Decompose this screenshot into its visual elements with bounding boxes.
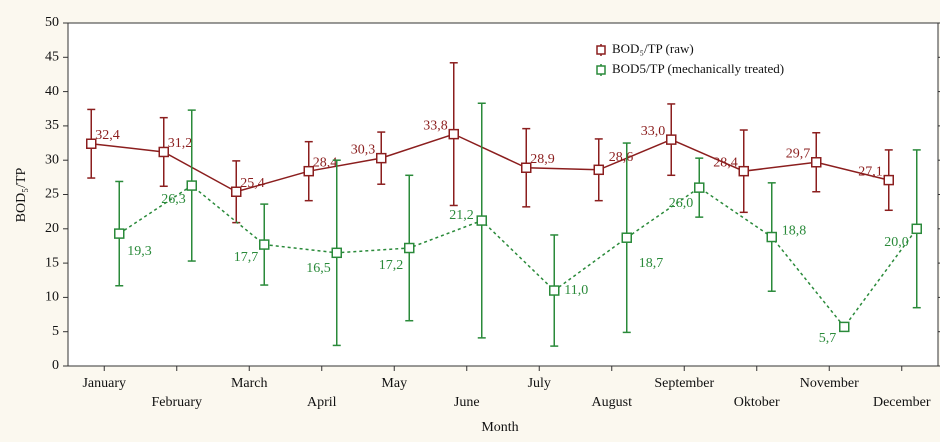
value-label: 20,0 <box>884 235 909 250</box>
marker <box>331 247 342 259</box>
value-label: 26,3 <box>161 192 186 207</box>
value-label: 33,8 <box>423 118 448 133</box>
marker <box>593 164 604 176</box>
marker <box>259 239 270 250</box>
y-tick-label: 20 <box>45 221 59 236</box>
value-label: 17,7 <box>234 250 259 265</box>
marker <box>883 174 894 186</box>
x-tick-label: May <box>381 376 407 391</box>
value-label: 28,9 <box>530 152 555 167</box>
marker <box>521 162 532 173</box>
plot-area <box>67 22 939 367</box>
y-tick-label: 25 <box>45 187 59 202</box>
value-label: 21,2 <box>449 208 474 223</box>
series-line <box>118 184 918 329</box>
marker <box>476 215 487 226</box>
y-tick-label: 45 <box>45 50 59 65</box>
x-tick-label: January <box>82 376 126 391</box>
marker <box>448 128 459 140</box>
marker <box>666 134 677 145</box>
marker <box>694 182 705 193</box>
value-label: 5,7 <box>819 331 837 346</box>
marker <box>621 232 632 243</box>
value-label: 25,4 <box>240 176 265 191</box>
value-label: 19,3 <box>127 244 152 259</box>
x-tick-label: February <box>151 395 202 410</box>
marker <box>114 228 125 239</box>
legend-label: BOD₅/TP (raw) <box>612 41 694 56</box>
marker <box>738 165 749 177</box>
x-tick-label: March <box>231 376 268 391</box>
y-tick-label: 50 <box>45 15 59 30</box>
marker <box>549 285 560 296</box>
y-tick-label: 15 <box>45 255 59 270</box>
value-label: 31,2 <box>168 136 193 151</box>
x-tick-label: July <box>528 376 551 391</box>
legend-marker <box>596 45 606 55</box>
marker <box>186 180 197 191</box>
value-label: 17,2 <box>379 258 404 273</box>
x-tick-label: December <box>873 395 931 410</box>
marker <box>86 138 97 149</box>
x-tick-label: September <box>654 376 714 391</box>
value-label: 28,4 <box>313 155 338 170</box>
marker <box>839 321 850 333</box>
legend-marker <box>596 65 606 75</box>
y-tick-label: 30 <box>45 152 59 167</box>
x-tick-label: June <box>454 395 480 410</box>
series-line <box>91 133 889 193</box>
value-label: 30,3 <box>351 142 376 157</box>
x-tick-label: April <box>307 395 337 410</box>
marker <box>911 223 922 235</box>
x-tick-label: November <box>800 376 859 391</box>
value-label: 11,0 <box>564 283 588 298</box>
y-tick-label: 10 <box>45 290 59 305</box>
marker <box>231 186 242 198</box>
marker <box>376 152 387 164</box>
value-label: 18,8 <box>782 223 807 238</box>
y-tick-label: 0 <box>52 358 59 373</box>
value-label: 28,4 <box>713 155 738 170</box>
value-label: 26,0 <box>669 196 694 211</box>
marker <box>811 157 822 168</box>
marker <box>158 146 169 158</box>
value-label: 16,5 <box>306 261 331 276</box>
y-axis-label: BOD₅/TP <box>14 167 29 222</box>
marker <box>766 231 777 243</box>
value-label: 32,4 <box>95 128 120 143</box>
value-label: 27,1 <box>858 164 883 179</box>
y-tick-label: 35 <box>45 118 59 133</box>
value-label: 28,6 <box>609 150 634 165</box>
marker <box>404 242 415 254</box>
legend-label: BOD5/TP (mechanically treated) <box>612 61 784 76</box>
marker <box>303 165 314 177</box>
y-tick-label: 40 <box>45 84 59 99</box>
value-label: 33,0 <box>641 124 666 139</box>
value-label: 29,7 <box>786 146 811 161</box>
x-tick-label: Oktober <box>734 395 780 410</box>
value-label: 18,7 <box>639 256 664 271</box>
x-axis-label: Month <box>481 420 518 435</box>
x-tick-label: August <box>592 395 633 410</box>
y-tick-label: 5 <box>52 324 59 339</box>
